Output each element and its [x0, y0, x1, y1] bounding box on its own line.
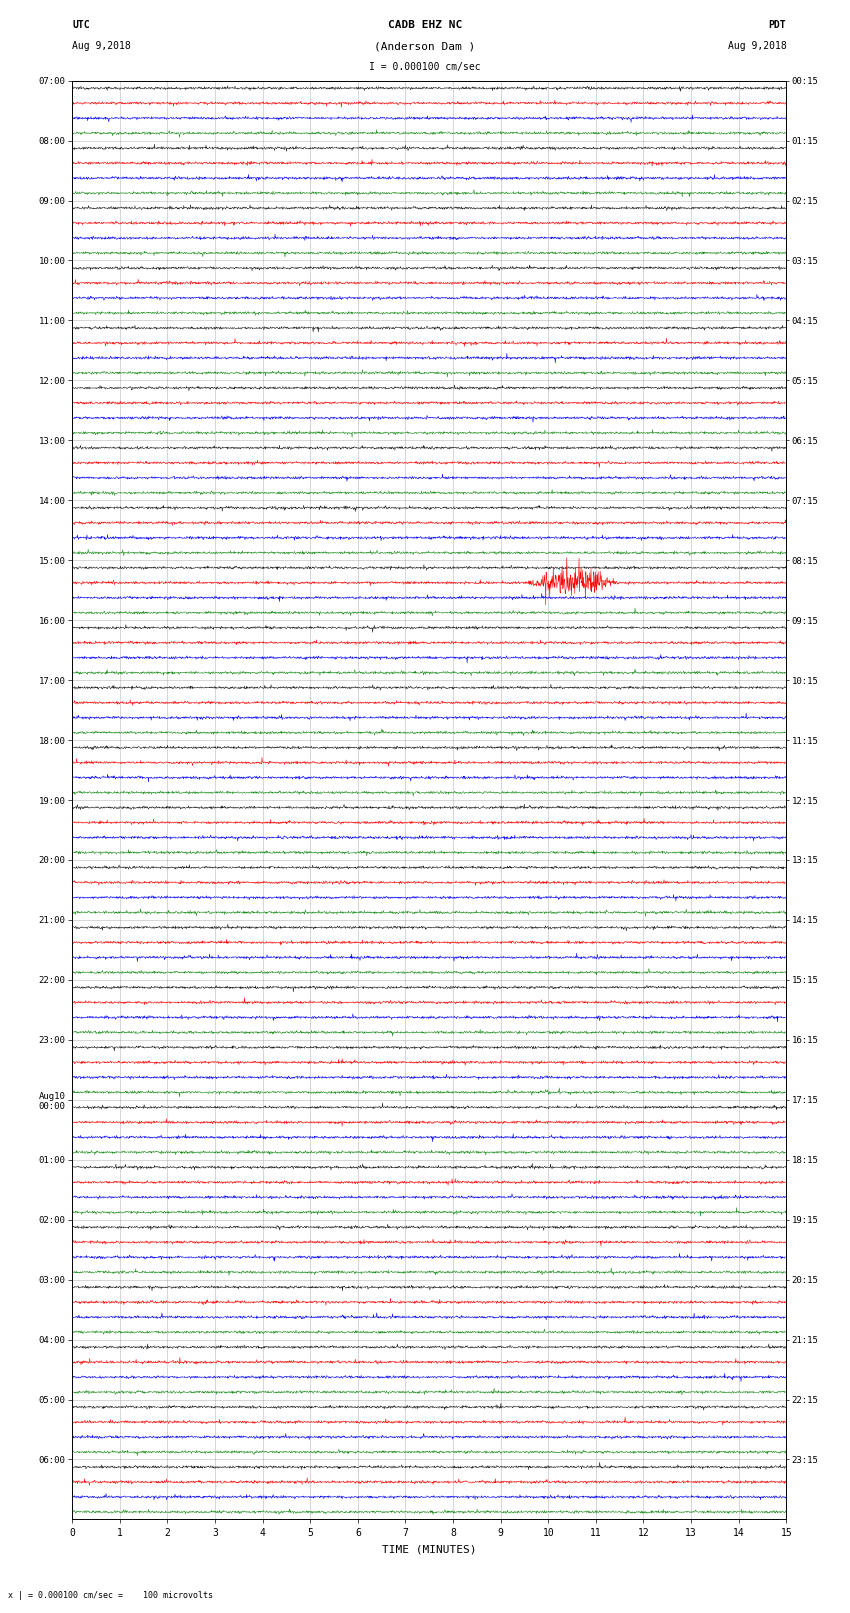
Text: Aug 9,2018: Aug 9,2018	[728, 40, 786, 52]
X-axis label: TIME (MINUTES): TIME (MINUTES)	[382, 1544, 477, 1553]
Text: I = 0.000100 cm/sec: I = 0.000100 cm/sec	[369, 63, 481, 73]
Text: UTC: UTC	[72, 19, 90, 31]
Text: (Anderson Dam ): (Anderson Dam )	[374, 40, 476, 52]
Text: CADB EHZ NC: CADB EHZ NC	[388, 19, 462, 31]
Text: x | = 0.000100 cm/sec =    100 microvolts: x | = 0.000100 cm/sec = 100 microvolts	[8, 1590, 213, 1600]
Text: PDT: PDT	[768, 19, 786, 31]
Text: Aug 9,2018: Aug 9,2018	[72, 40, 131, 52]
